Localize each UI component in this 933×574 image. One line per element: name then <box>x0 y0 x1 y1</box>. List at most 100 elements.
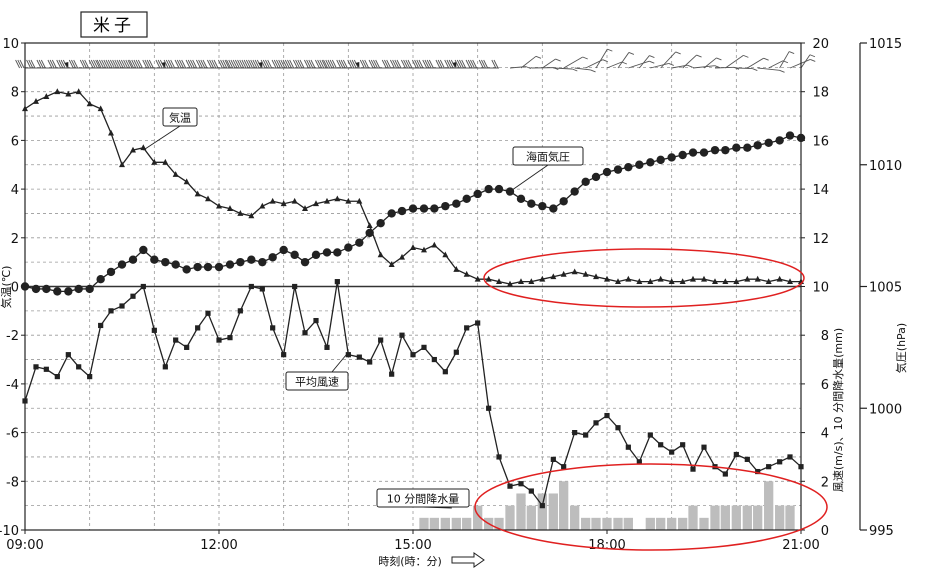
temperature-point <box>248 212 255 219</box>
pressure-point <box>581 177 590 186</box>
mid-tick-label: 16 <box>812 134 829 149</box>
temperature-point <box>388 261 395 267</box>
wind-barb <box>736 67 753 70</box>
wind-speed-point <box>227 335 233 341</box>
wind-barb-feather <box>621 61 628 65</box>
wind-speed-point <box>431 356 437 363</box>
pressure-point <box>279 245 288 255</box>
wind-speed-point <box>216 337 222 343</box>
wind-barb <box>692 65 715 69</box>
wind-barb <box>157 59 163 69</box>
pressure-point <box>721 145 730 155</box>
wind-barb <box>362 59 367 69</box>
temperature-point <box>366 222 373 229</box>
pressure-point <box>473 189 482 199</box>
wind-barb-feather <box>572 68 578 72</box>
wind-barb <box>252 59 258 69</box>
wind-speed-point <box>65 352 71 358</box>
x-tick-label: 12:00 <box>200 538 237 553</box>
precip-bar <box>505 505 515 530</box>
wind-barb <box>325 59 331 69</box>
wind-barb <box>768 60 784 69</box>
wind-barb <box>375 59 381 69</box>
temperature-point <box>647 278 654 285</box>
wind-barb <box>222 59 228 69</box>
pressure-point <box>214 262 224 272</box>
wind-barb <box>114 59 120 69</box>
wind-barb <box>465 59 471 69</box>
wind-speed-point <box>475 320 481 326</box>
precip-bar <box>753 505 763 530</box>
wind-barb <box>617 52 630 69</box>
wind-barb <box>660 51 677 69</box>
wind-barb <box>282 59 288 69</box>
wind-barb <box>168 59 173 69</box>
wind-speed-point <box>722 471 728 477</box>
precip-bar <box>699 517 709 530</box>
temperature-point <box>54 88 61 95</box>
pressure-point <box>182 265 191 274</box>
precip-bar <box>451 517 461 530</box>
wind-barb-feather <box>788 51 795 54</box>
wind-barb <box>481 59 486 69</box>
temperature-point <box>172 171 179 177</box>
precip-bar <box>764 481 774 530</box>
wind-barb <box>403 59 409 69</box>
wind-barb <box>321 59 327 69</box>
wind-speed-point <box>604 412 610 419</box>
wind-barb <box>40 59 46 69</box>
wind-barb <box>73 59 79 69</box>
wind-barb <box>137 59 143 69</box>
wind-barb <box>553 67 573 70</box>
wind-barb <box>93 59 98 69</box>
wind-barb <box>327 59 333 69</box>
left-tick-label: 4 <box>11 183 19 198</box>
wind-speed-point <box>33 364 39 370</box>
pressure-point <box>527 199 536 208</box>
wind-barb-feather <box>590 69 596 73</box>
pressure-point <box>171 260 180 269</box>
temperature-point <box>119 161 125 168</box>
wind-barb <box>241 59 247 69</box>
wind-barb <box>323 59 328 69</box>
wind-barb <box>414 59 419 69</box>
pressure-point <box>236 257 245 267</box>
pressure-point <box>452 199 461 208</box>
wind-barb-feather <box>696 54 702 58</box>
wind-speed-point <box>658 442 664 448</box>
wind-barb <box>26 59 31 69</box>
wind-barb-feather <box>809 54 816 58</box>
temperature-point <box>701 275 707 282</box>
wind-speed-point <box>701 444 707 450</box>
wind-speed-point <box>378 337 384 343</box>
wind-barb <box>206 59 212 69</box>
callout-box <box>376 488 470 508</box>
pressure-point <box>678 150 687 160</box>
wind-barb <box>112 59 118 69</box>
wind-barb <box>446 59 452 69</box>
wind-barb <box>370 59 376 69</box>
wind-barb <box>287 59 292 69</box>
wind-barb-flag <box>452 62 457 68</box>
wind-barb <box>439 59 445 69</box>
right-tick-label: 1010 <box>869 159 902 174</box>
pressure-point <box>516 194 526 204</box>
wind-speed-point <box>464 325 470 331</box>
temperature-point <box>216 202 222 209</box>
temperature-point <box>625 275 632 282</box>
pressure-point <box>290 250 299 260</box>
temperature-point <box>334 195 341 202</box>
wind-barb <box>470 59 475 69</box>
wind-barb <box>384 59 389 69</box>
mid-tick-label: 2 <box>821 475 829 490</box>
wind-barb <box>220 59 225 69</box>
left-tick-label: -8 <box>6 475 19 490</box>
wind-speed-point <box>302 330 308 336</box>
wind-barb <box>779 51 790 69</box>
wind-barb <box>176 59 182 69</box>
arrow-right-icon <box>451 552 485 568</box>
wind-barb <box>331 59 337 69</box>
wind-barb <box>800 54 811 69</box>
temperature-point <box>571 268 578 275</box>
mid-tick-label: 18 <box>812 86 829 101</box>
